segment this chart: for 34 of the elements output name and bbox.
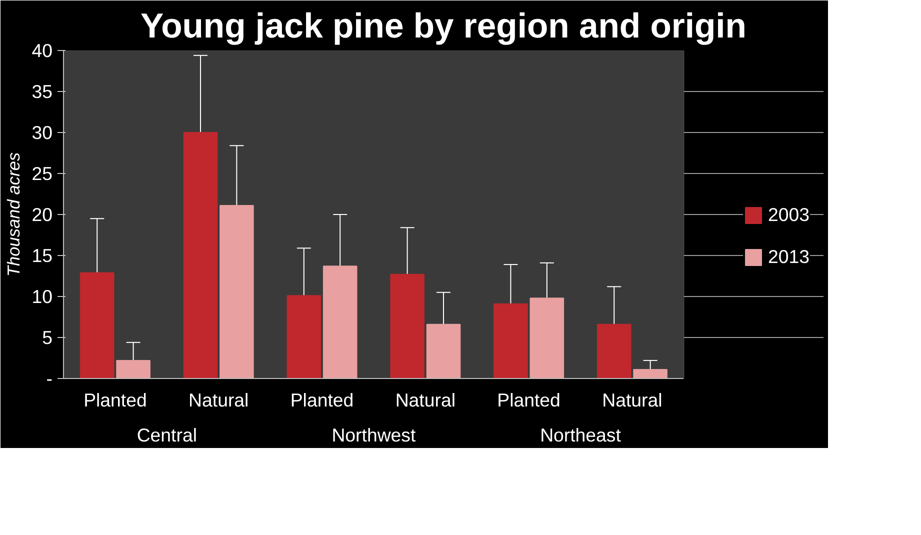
legend-label: 2013 bbox=[768, 246, 810, 268]
bar bbox=[596, 324, 632, 378]
x-tick-label: Natural bbox=[188, 390, 249, 410]
y-tick-label: 15 bbox=[32, 245, 53, 266]
y-tick-label: 30 bbox=[32, 122, 53, 143]
bar bbox=[220, 204, 254, 378]
x-tick-label: Planted bbox=[290, 390, 354, 410]
bar bbox=[530, 298, 564, 378]
bar bbox=[183, 132, 218, 378]
y-tick-label: 5 bbox=[42, 327, 53, 348]
bar bbox=[286, 295, 322, 378]
text: Northwest bbox=[332, 424, 417, 446]
x-tick-label: Natural bbox=[602, 390, 662, 410]
x-tick-label: Planted bbox=[497, 390, 560, 410]
y-axis-title: Thousand acres bbox=[4, 152, 24, 277]
y-tick-label: 25 bbox=[32, 163, 53, 184]
bar bbox=[322, 266, 358, 378]
x-tick-label: Natural bbox=[395, 390, 456, 410]
text: Northeast bbox=[540, 424, 622, 446]
y-tick-label: - bbox=[46, 368, 53, 389]
chart-title: Young jack pine by region and origin bbox=[140, 8, 746, 46]
x-tick-label: Planted bbox=[84, 390, 147, 410]
bar bbox=[633, 368, 668, 378]
y-tick-label: 40 bbox=[32, 40, 53, 61]
bar bbox=[116, 360, 150, 378]
legend-label: 2003 bbox=[768, 204, 810, 226]
bar bbox=[426, 324, 461, 378]
y-tick-label: 10 bbox=[32, 286, 53, 307]
bar bbox=[494, 303, 528, 378]
bar bbox=[390, 274, 424, 378]
y-tick-label: 20 bbox=[32, 204, 53, 225]
y-tick-label: 35 bbox=[32, 81, 53, 102]
text: Central bbox=[136, 424, 197, 446]
bar bbox=[80, 272, 114, 378]
